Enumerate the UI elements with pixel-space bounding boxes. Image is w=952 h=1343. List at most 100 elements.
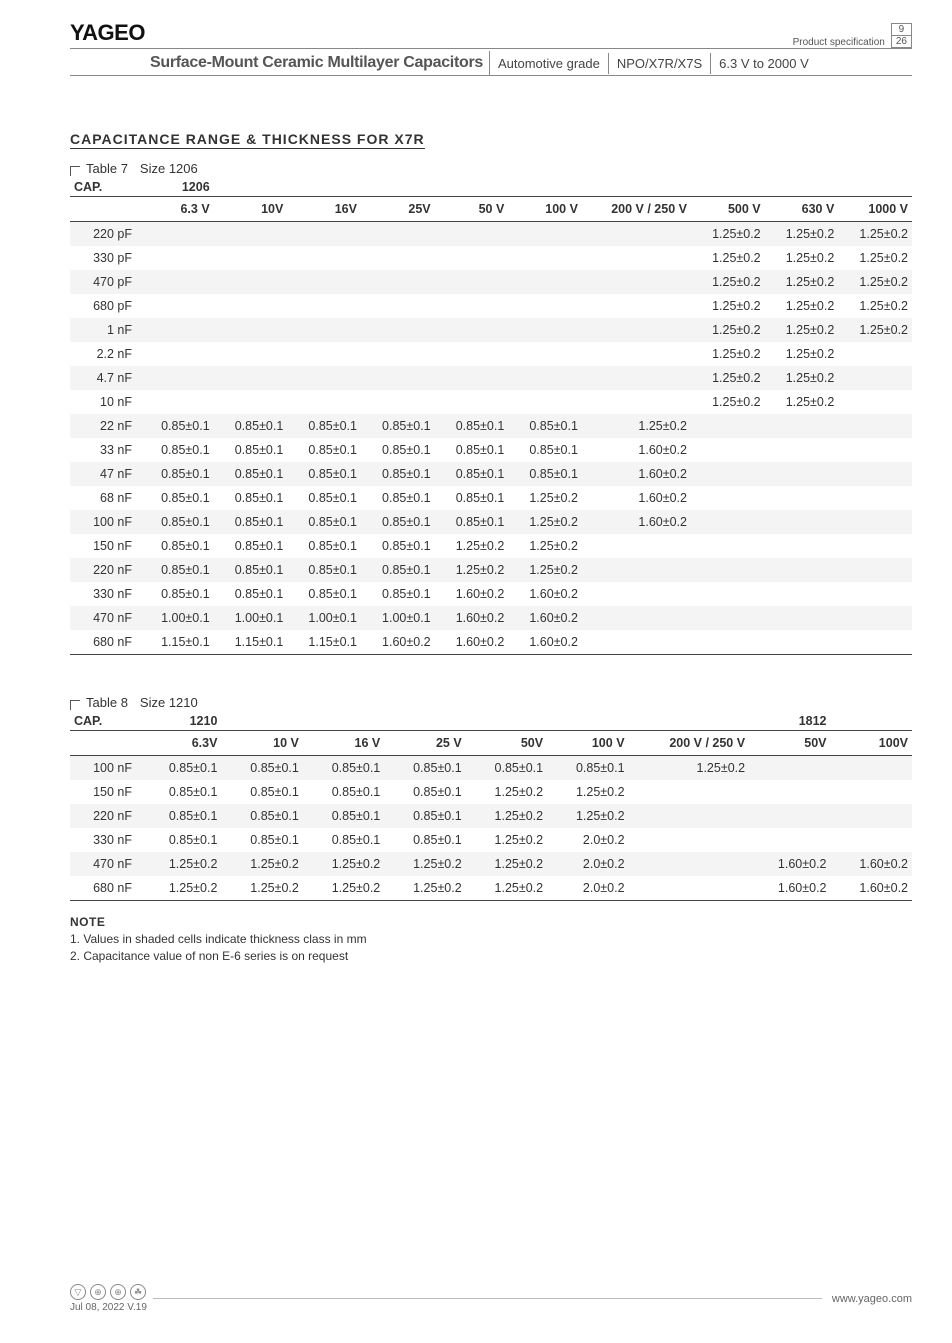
value-cell: [287, 222, 361, 247]
value-cell: [765, 510, 839, 534]
header-sub: Surface-Mount Ceramic Multilayer Capacit…: [70, 51, 912, 76]
value-cell: 1.00±0.1: [214, 606, 288, 630]
table-row: 10 nF1.25±0.21.25±0.2: [70, 390, 912, 414]
value-cell: [838, 462, 912, 486]
value-cell: [831, 804, 913, 828]
table-row: 680 nF1.25±0.21.25±0.21.25±0.21.25±0.21.…: [70, 876, 912, 901]
value-cell: [361, 318, 435, 342]
column-header: 10 V: [221, 731, 302, 756]
value-cell: [831, 780, 913, 804]
value-cell: [435, 342, 509, 366]
value-cell: 0.85±0.1: [287, 438, 361, 462]
value-cell: 1.60±0.2: [582, 462, 691, 486]
value-cell: [629, 804, 750, 828]
value-cell: 1.25±0.2: [508, 534, 582, 558]
table-row: 330 pF1.25±0.21.25±0.21.25±0.2: [70, 246, 912, 270]
value-cell: [691, 582, 765, 606]
value-cell: 0.85±0.1: [287, 510, 361, 534]
cap-cell: 680 nF: [70, 876, 140, 901]
table-row: 22 nF0.85±0.10.85±0.10.85±0.10.85±0.10.8…: [70, 414, 912, 438]
cap-cell: 150 nF: [70, 780, 140, 804]
value-cell: 1.25±0.2: [303, 852, 384, 876]
value-cell: [838, 534, 912, 558]
value-cell: 1.25±0.2: [303, 876, 384, 901]
value-cell: 0.85±0.1: [140, 756, 221, 781]
column-header: 6.3V: [140, 731, 221, 756]
table8-label: Table 8: [86, 695, 128, 710]
table-row: 4.7 nF1.25±0.21.25±0.2: [70, 366, 912, 390]
value-cell: [582, 582, 691, 606]
value-cell: 1.25±0.2: [691, 270, 765, 294]
value-cell: [838, 510, 912, 534]
column-header: 100V: [831, 731, 913, 756]
table7-label: Table 7: [86, 161, 128, 176]
value-cell: 0.85±0.1: [435, 414, 509, 438]
value-cell: 1.00±0.1: [361, 606, 435, 630]
value-cell: [435, 390, 509, 414]
value-cell: [214, 294, 288, 318]
cert-icon: ☘: [130, 1284, 146, 1300]
value-cell: [287, 366, 361, 390]
value-cell: 1.25±0.2: [838, 222, 912, 247]
table8: CAP. 1210 1812 6.3V10 V16 V25 V50V100 V2…: [70, 712, 912, 901]
page-total: 26: [891, 36, 912, 48]
value-cell: 1.25±0.2: [691, 246, 765, 270]
value-cell: [435, 366, 509, 390]
column-header: 25V: [361, 197, 435, 222]
value-cell: [838, 366, 912, 390]
value-cell: 1.25±0.2: [765, 342, 839, 366]
value-cell: [140, 270, 214, 294]
value-cell: [691, 414, 765, 438]
value-cell: [765, 582, 839, 606]
note-1: 1. Values in shaded cells indicate thick…: [70, 932, 912, 946]
value-cell: [749, 828, 830, 852]
column-header: 200 V / 250 V: [582, 197, 691, 222]
value-cell: [361, 246, 435, 270]
footer-icons: ▽ ⊕ ⊕ ☘: [70, 1284, 147, 1300]
cap-cell: 330 pF: [70, 246, 140, 270]
value-cell: [582, 342, 691, 366]
value-cell: 0.85±0.1: [287, 414, 361, 438]
cert-icon: ⊕: [110, 1284, 126, 1300]
value-cell: [765, 534, 839, 558]
value-cell: [582, 558, 691, 582]
value-cell: 1.60±0.2: [749, 876, 830, 901]
table8-label-row: Table 8 Size 1210: [70, 695, 912, 710]
value-cell: 0.85±0.1: [547, 756, 628, 781]
value-cell: 0.85±0.1: [361, 486, 435, 510]
value-cell: [582, 222, 691, 247]
cap-cell: 330 nF: [70, 828, 140, 852]
value-cell: 0.85±0.1: [140, 438, 214, 462]
column-header: 500 V: [691, 197, 765, 222]
value-cell: [361, 366, 435, 390]
value-cell: [214, 366, 288, 390]
value-cell: [691, 510, 765, 534]
value-cell: 0.85±0.1: [214, 462, 288, 486]
value-cell: 1.60±0.2: [435, 606, 509, 630]
value-cell: 0.85±0.1: [140, 486, 214, 510]
value-cell: [582, 630, 691, 655]
value-cell: [691, 558, 765, 582]
value-cell: [838, 390, 912, 414]
note-2: 2. Capacitance value of non E-6 series i…: [70, 949, 912, 963]
table7-cap-label: CAP.: [70, 178, 140, 197]
value-cell: [582, 246, 691, 270]
value-cell: [508, 270, 582, 294]
value-cell: [508, 366, 582, 390]
value-cell: 0.85±0.1: [221, 828, 302, 852]
value-cell: [508, 246, 582, 270]
value-cell: 0.85±0.1: [140, 534, 214, 558]
value-cell: 1.25±0.2: [466, 876, 547, 901]
value-cell: 0.85±0.1: [508, 462, 582, 486]
value-cell: 0.85±0.1: [435, 438, 509, 462]
cap-cell: 330 nF: [70, 582, 140, 606]
brand-logo: YAGEO: [70, 20, 145, 48]
value-cell: 1.25±0.2: [547, 804, 628, 828]
value-cell: [214, 222, 288, 247]
value-cell: [691, 534, 765, 558]
value-cell: [361, 390, 435, 414]
value-cell: [361, 222, 435, 247]
table-row: 2.2 nF1.25±0.21.25±0.2: [70, 342, 912, 366]
value-cell: [765, 414, 839, 438]
value-cell: [765, 630, 839, 655]
